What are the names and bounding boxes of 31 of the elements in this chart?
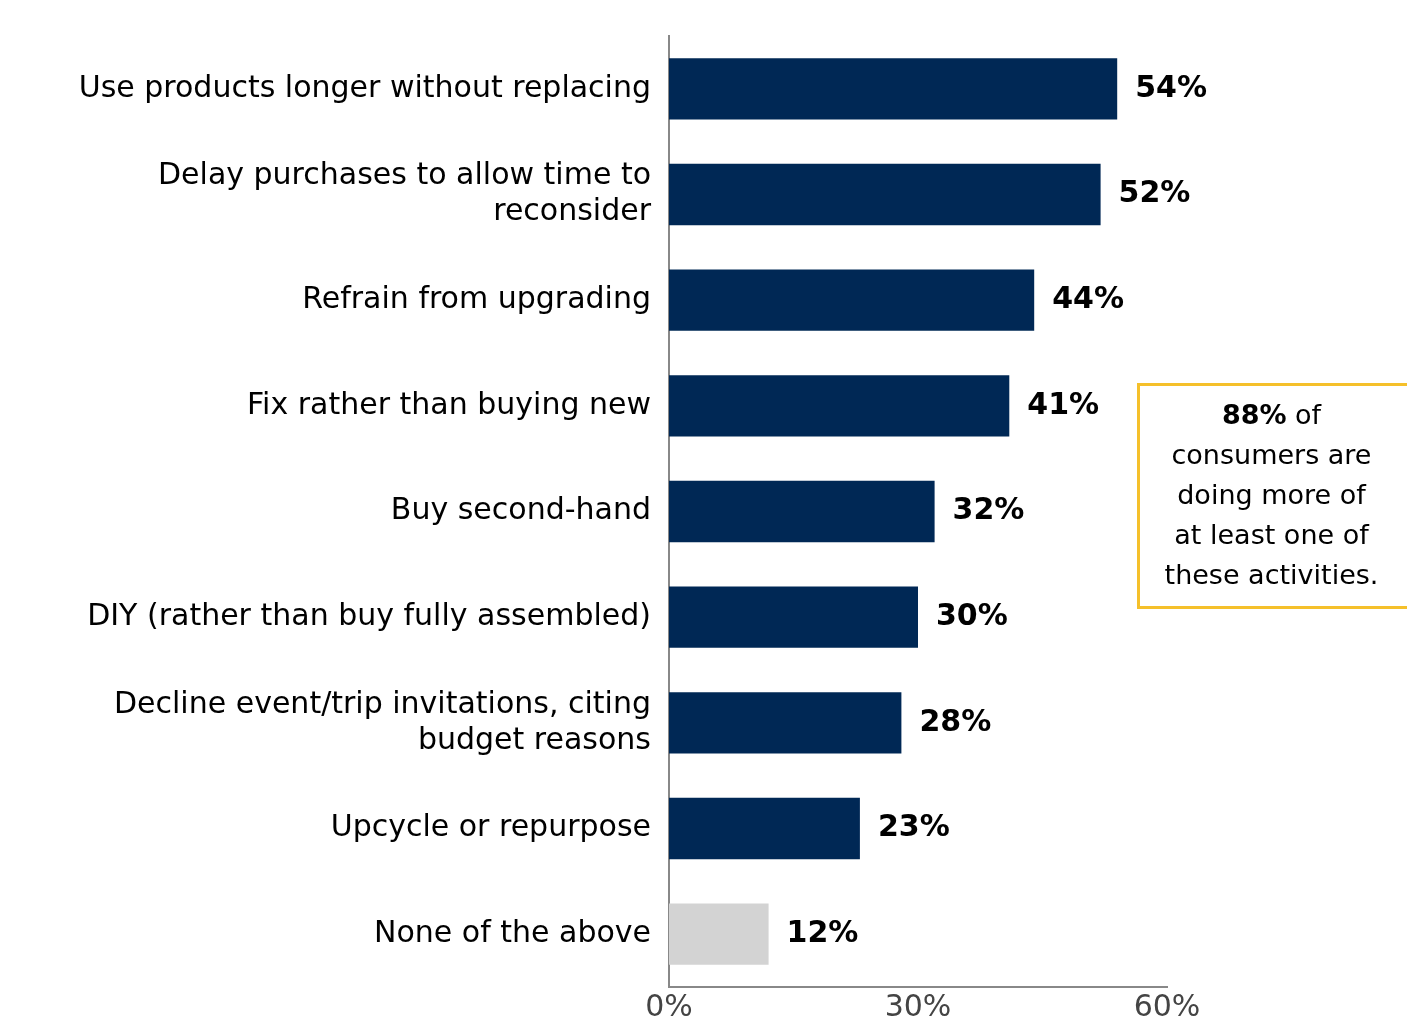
annotation: 88% of consumers are doing more of at least one of these activities. [1163,398,1380,592]
bar [669,480,935,543]
bar [669,903,769,965]
data-label: 30% [936,596,1008,632]
data-label: 54% [1135,68,1208,104]
data-label: 12% [786,913,859,949]
data-label: 23% [877,808,950,844]
bar [669,692,902,754]
bar [669,269,1035,331]
x-tick-label: 30% [884,987,952,1023]
data-label: 32% [952,491,1025,527]
x-tick-label: 0% [645,987,693,1023]
y-tick-label: Upcycle or repurpose [330,808,651,844]
y-tick-label: Delay purchases to allow time to reconsider [157,156,652,228]
bar [669,797,860,860]
data-label: 41% [1027,385,1100,421]
y-tick-label: DIY (rather than buy fully assembled) [87,596,651,632]
bar [669,163,1101,226]
y-tick-label: Decline event/trip invitations, citing budget reasons [113,684,651,756]
y-tick-label: Buy second-hand [390,491,651,527]
y-tick-label: Fix rather than buying new [247,385,651,421]
y-tick-label: None of the above [373,913,651,949]
y-tick-label: Use products longer without replacing [78,68,651,104]
x-tick-label: 60% [1133,987,1201,1023]
data-label: 28% [919,702,992,738]
bar [669,58,1118,120]
bar [669,586,918,648]
data-label: 52% [1118,174,1191,210]
bar [669,375,1010,437]
y-tick-label: Refrain from upgrading [302,279,651,315]
data-label: 44% [1052,279,1125,315]
